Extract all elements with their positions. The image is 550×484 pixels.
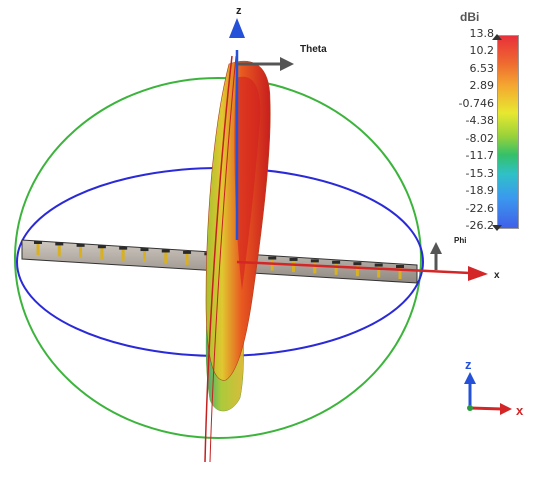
z-axis: z bbox=[229, 5, 245, 240]
antenna-element bbox=[76, 243, 85, 258]
colorbar-tick-label: -0.746 bbox=[458, 96, 494, 110]
theta-ring bbox=[14, 77, 422, 439]
antenna-element bbox=[97, 245, 106, 260]
antenna-element bbox=[310, 259, 319, 274]
lobe-highlight bbox=[234, 76, 261, 290]
colorbar-tick-label: 2.89 bbox=[469, 79, 495, 93]
colorbar-min-marker bbox=[492, 225, 502, 231]
theta-meridian bbox=[204, 55, 233, 463]
phi-arrow: Phi bbox=[430, 236, 466, 270]
antenna-element bbox=[183, 250, 192, 265]
colorbar-title: dBi bbox=[460, 10, 480, 24]
antenna-element bbox=[140, 248, 149, 263]
phi-label: Phi bbox=[454, 236, 466, 245]
colorbar-tick-label: -26.2 bbox=[465, 219, 494, 232]
colorbar-tick-label: -18.9 bbox=[465, 184, 494, 198]
x-axis: x bbox=[236, 260, 500, 281]
z-axis-label: z bbox=[236, 5, 242, 17]
theta-arrow: Theta bbox=[238, 44, 327, 71]
antenna-element bbox=[396, 265, 404, 279]
colorbar-tick-label: -15.3 bbox=[465, 166, 494, 180]
antenna-element bbox=[332, 260, 341, 275]
antenna-element bbox=[161, 249, 170, 264]
x-axis-label: x bbox=[494, 270, 500, 281]
theta-meridian-2 bbox=[209, 55, 237, 463]
antenna-element bbox=[34, 241, 42, 255]
colorbar-tick-label: 10.2 bbox=[469, 44, 495, 58]
colorbar-tick-label: 6.53 bbox=[469, 61, 495, 75]
widget-x-label: x bbox=[516, 403, 524, 418]
colorbar-tick-label: 13.8 bbox=[469, 27, 495, 40]
antenna-element bbox=[374, 263, 383, 278]
theta-label: Theta bbox=[300, 44, 327, 55]
antenna-element bbox=[289, 257, 298, 272]
colorbar-max-marker bbox=[492, 34, 502, 40]
antenna-element bbox=[119, 246, 128, 261]
colorbar-tick-label: -4.38 bbox=[465, 114, 494, 128]
antenna-element bbox=[353, 262, 362, 277]
antenna-element bbox=[55, 242, 64, 257]
orientation-widget[interactable]: z x bbox=[464, 357, 524, 418]
colorbar-tick-label: -11.7 bbox=[465, 149, 494, 163]
colorbar-gradient[interactable] bbox=[497, 35, 519, 229]
widget-z-label: z bbox=[465, 357, 472, 372]
colorbar-tick-label: -22.6 bbox=[465, 201, 494, 215]
colorbar-tick-label: -8.02 bbox=[465, 131, 494, 145]
